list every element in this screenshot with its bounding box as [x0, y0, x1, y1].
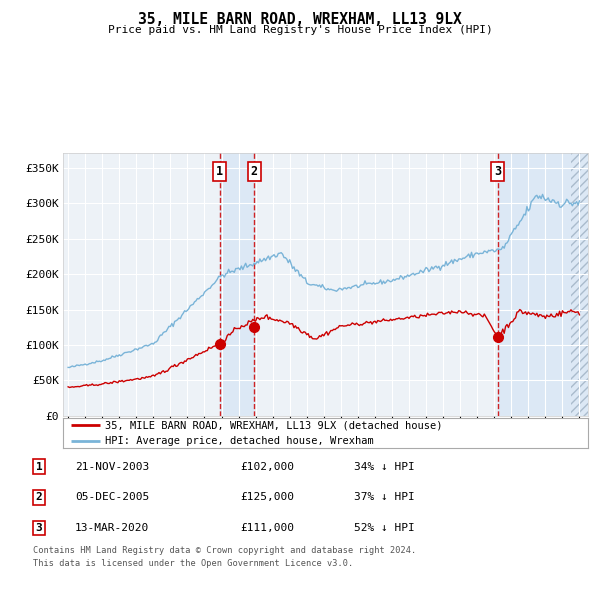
Text: 21-NOV-2003: 21-NOV-2003 [75, 462, 149, 471]
Text: 05-DEC-2005: 05-DEC-2005 [75, 493, 149, 502]
Text: This data is licensed under the Open Government Licence v3.0.: This data is licensed under the Open Gov… [33, 559, 353, 568]
Text: 2: 2 [251, 165, 258, 178]
Bar [497, 153, 588, 416]
Bar [220, 153, 254, 416]
Bar [571, 153, 588, 416]
Text: 37% ↓ HPI: 37% ↓ HPI [354, 493, 415, 502]
Text: £102,000: £102,000 [240, 462, 294, 471]
Bar [571, 153, 588, 416]
Text: 2: 2 [35, 493, 43, 502]
Text: 35, MILE BARN ROAD, WREXHAM, LL13 9LX (detached house): 35, MILE BARN ROAD, WREXHAM, LL13 9LX (d… [105, 421, 443, 430]
Text: 13-MAR-2020: 13-MAR-2020 [75, 523, 149, 533]
Text: 3: 3 [35, 523, 43, 533]
Text: Price paid vs. HM Land Registry's House Price Index (HPI): Price paid vs. HM Land Registry's House … [107, 25, 493, 35]
Text: 1: 1 [35, 462, 43, 471]
Text: 1: 1 [216, 165, 223, 178]
Text: 34% ↓ HPI: 34% ↓ HPI [354, 462, 415, 471]
Text: 3: 3 [494, 165, 501, 178]
Text: 35, MILE BARN ROAD, WREXHAM, LL13 9LX: 35, MILE BARN ROAD, WREXHAM, LL13 9LX [138, 12, 462, 27]
Text: £111,000: £111,000 [240, 523, 294, 533]
Text: HPI: Average price, detached house, Wrexham: HPI: Average price, detached house, Wrex… [105, 436, 374, 445]
Text: £125,000: £125,000 [240, 493, 294, 502]
Text: 52% ↓ HPI: 52% ↓ HPI [354, 523, 415, 533]
Text: Contains HM Land Registry data © Crown copyright and database right 2024.: Contains HM Land Registry data © Crown c… [33, 546, 416, 555]
